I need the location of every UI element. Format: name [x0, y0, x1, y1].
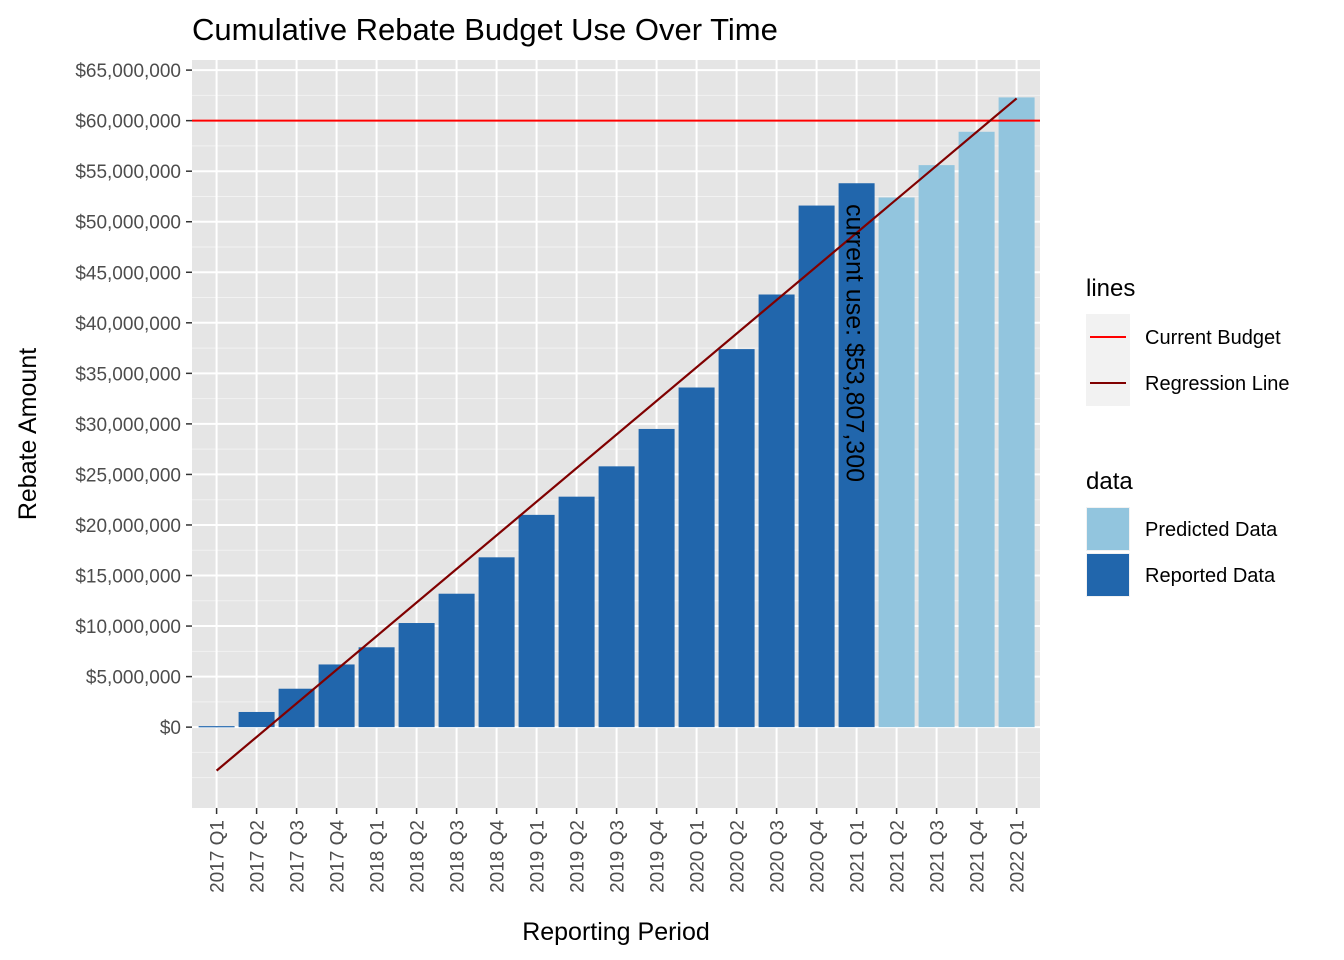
- x-tick-label: 2018 Q1: [368, 820, 389, 893]
- legend-key-swatch: [1087, 554, 1129, 596]
- bar-2020-q2: [718, 349, 755, 728]
- bar-2018-q2: [398, 623, 435, 728]
- x-tick-label: 2018 Q2: [408, 820, 429, 893]
- bars: [198, 97, 1035, 728]
- legend-title-data: data: [1086, 468, 1133, 495]
- bar-2021-q1: [838, 183, 875, 728]
- bar-2020-q1: [678, 387, 715, 728]
- reference-lines: [192, 97, 1040, 772]
- regression-line: [215, 97, 1018, 772]
- x-axis-title: Reporting Period: [522, 918, 710, 946]
- x-axis: 2017 Q1 2017 Q2 2017 Q3 2017 Q4 2018 Q1 2018 …: [208, 808, 1029, 893]
- x-tick-label: 2021 Q1: [848, 820, 869, 893]
- bar-2019-q2: [558, 496, 595, 728]
- bar-2019-q3: [598, 466, 635, 728]
- y-tick-label: $30,000,000: [75, 415, 181, 436]
- legend: lines Current Budget Regression Line data Pr…: [1086, 275, 1290, 597]
- y-tick-label: $55,000,000: [75, 162, 181, 183]
- y-tick-label: $15,000,000: [75, 567, 181, 588]
- x-tick-label: 2021 Q2: [888, 820, 909, 893]
- bar-2018-q1: [358, 647, 395, 728]
- bar-2019-q4: [638, 428, 675, 728]
- x-tick-label: 2019 Q2: [568, 820, 589, 893]
- legend-key-background: [1086, 314, 1130, 406]
- bar-2021-q2: [878, 197, 915, 728]
- y-tick-label: $45,000,000: [75, 263, 181, 284]
- bar-2017-q2: [238, 711, 275, 728]
- chart-title: Cumulative Rebate Budget Use Over Time: [192, 12, 778, 47]
- y-tick-label: $0: [160, 718, 181, 739]
- x-tick-label: 2019 Q4: [648, 820, 669, 893]
- x-tick-label: 2017 Q4: [328, 820, 349, 893]
- x-tick-label: 2018 Q4: [488, 820, 509, 893]
- x-tick-label: 2017 Q1: [208, 820, 229, 893]
- x-tick-label: 2021 Q3: [928, 820, 949, 893]
- bar-2021-q3: [918, 165, 955, 728]
- y-tick-label: $5,000,000: [86, 668, 181, 689]
- y-tick-label: $25,000,000: [75, 465, 181, 486]
- legend-title-lines: lines: [1086, 275, 1135, 302]
- x-tick-label: 2022 Q1: [1008, 820, 1029, 893]
- y-tick-label: $35,000,000: [75, 364, 181, 385]
- legend-label: Current Budget: [1145, 327, 1281, 349]
- bar-2017-q3: [278, 688, 315, 728]
- legend-key-swatch: [1087, 508, 1129, 550]
- bar-2018-q4: [478, 557, 515, 728]
- x-tick-label: 2021 Q4: [968, 820, 989, 893]
- bar-2017-q1: [198, 726, 235, 728]
- current-use-annotation: current use: $53,807,300: [841, 204, 869, 482]
- y-tick-label: $20,000,000: [75, 516, 181, 537]
- y-tick-label: $10,000,000: [75, 617, 181, 638]
- legend-label: Reported Data: [1145, 565, 1276, 587]
- x-tick-label: 2020 Q1: [688, 820, 709, 893]
- bar-2020-q3: [758, 294, 795, 728]
- x-tick-label: 2017 Q2: [248, 820, 269, 893]
- bar-2020-q4: [798, 205, 835, 728]
- x-tick-label: 2020 Q2: [728, 820, 749, 893]
- y-tick-label: $50,000,000: [75, 213, 181, 234]
- bar-2021-q4: [958, 131, 995, 728]
- legend-label: Predicted Data: [1145, 519, 1278, 541]
- y-axis: $0 $5,000,000 $10,000,000 $15,000,000 $20,00…: [75, 61, 192, 739]
- x-tick-label: 2019 Q1: [528, 820, 549, 893]
- bar-2018-q3: [438, 593, 475, 728]
- legend-label: Regression Line: [1145, 373, 1290, 395]
- x-tick-label: 2020 Q4: [808, 820, 829, 893]
- x-tick-label: 2019 Q3: [608, 820, 629, 893]
- bar-2022-q1: [998, 97, 1035, 728]
- y-tick-label: $65,000,000: [75, 61, 181, 82]
- bar-2019-q1: [518, 514, 555, 728]
- x-tick-label: 2020 Q3: [768, 820, 789, 893]
- y-tick-label: $60,000,000: [75, 112, 181, 133]
- y-tick-label: $40,000,000: [75, 314, 181, 335]
- x-tick-label: 2017 Q3: [288, 820, 309, 893]
- y-axis-title: Rebate Amount: [14, 348, 42, 520]
- bar-2017-q4: [318, 664, 355, 728]
- x-tick-label: 2018 Q3: [448, 820, 469, 893]
